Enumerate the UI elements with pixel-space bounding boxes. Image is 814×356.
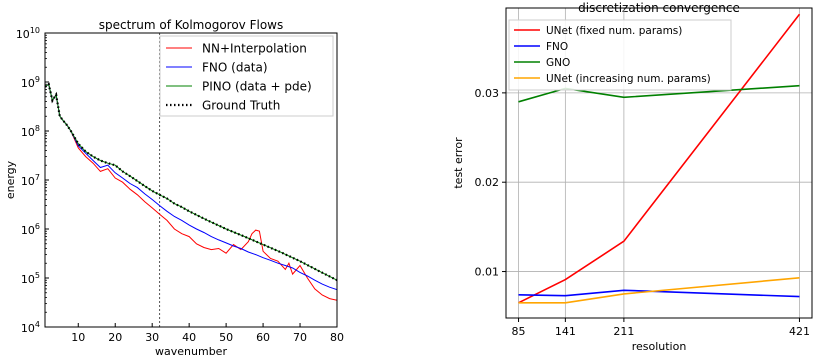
chart2-ytick-label: 0.01 xyxy=(475,266,500,279)
chart1-ytick-label: 109 xyxy=(21,75,40,90)
chart1-legend: NN+Interpolation FNO (data) PINO (data + p… xyxy=(159,35,334,117)
chart2-legend-label: UNet (fixed num. params) xyxy=(546,25,682,37)
chart1-xtick-label: 80 xyxy=(330,331,344,344)
chart2-xlabel: resolution xyxy=(632,340,687,353)
chart2-legend-label: UNet (increasing num. params) xyxy=(546,73,711,85)
chart1-xtick-label: 70 xyxy=(293,331,307,344)
chart1-frame xyxy=(44,32,338,328)
chart1-legend-label: FNO (data) xyxy=(202,61,268,75)
chart2-series-gno xyxy=(518,84,800,103)
chart1-xtick-label: 60 xyxy=(256,331,270,344)
chart2-xtick-label: 141 xyxy=(555,325,576,338)
convergence-chart: discretization convergence resolution te… xyxy=(452,1,813,353)
chart2-ytick-label: 0.02 xyxy=(475,176,500,189)
chart2-xtick-label: 421 xyxy=(789,325,810,338)
chart1-ytick-label: 105 xyxy=(21,271,40,286)
chart1-ytick-label: 107 xyxy=(21,173,40,188)
chart1-xtick-label: 10 xyxy=(71,331,85,344)
chart1-ytick-label: 104 xyxy=(21,320,40,335)
chart1-xtick-label: 50 xyxy=(219,331,233,344)
chart1-xtick-label: 20 xyxy=(108,331,122,344)
chart1-legend-label: Ground Truth xyxy=(202,99,280,113)
chart2-xtick-label: 211 xyxy=(613,325,634,338)
chart1-legend-label: NN+Interpolation xyxy=(202,42,307,56)
chart1-xlabel: wavenumber xyxy=(155,345,227,356)
chart2-ylabel: test error xyxy=(452,137,465,189)
spectrum-chart: spectrum of Kolmogorov Flows wavenumber … xyxy=(4,18,344,356)
chart1-series-ground-truth xyxy=(45,82,337,282)
chart1-ytick-label: 1010 xyxy=(16,26,40,41)
chart2-frame xyxy=(505,7,813,319)
chart1-ytick-label: 108 xyxy=(21,124,40,139)
chart1-series-nn-interpolation xyxy=(45,83,337,301)
chart1-xtick-label: 30 xyxy=(145,331,159,344)
chart1-ylabel: energy xyxy=(4,160,17,199)
chart1-ytick-label: 106 xyxy=(21,222,40,237)
chart1-legend-label: PINO (data + pde) xyxy=(202,80,312,94)
chart2-series-unet-increasing-num-params xyxy=(518,277,800,304)
chart2-series-fno xyxy=(518,289,800,298)
chart1-title: spectrum of Kolmogorov Flows xyxy=(99,18,284,32)
chart2-series-unet-fixed-num-params xyxy=(518,13,801,304)
chart2-legend-label: GNO xyxy=(546,57,570,69)
chart2-legend: UNet (fixed num. params) FNO GNO UNet (incr… xyxy=(508,19,732,91)
chart2-xtick-label: 85 xyxy=(512,325,526,338)
chart1-xtick-label: 40 xyxy=(182,331,196,344)
chart2-legend-label: FNO xyxy=(546,41,568,53)
chart2-ytick-label: 0.03 xyxy=(475,87,500,100)
